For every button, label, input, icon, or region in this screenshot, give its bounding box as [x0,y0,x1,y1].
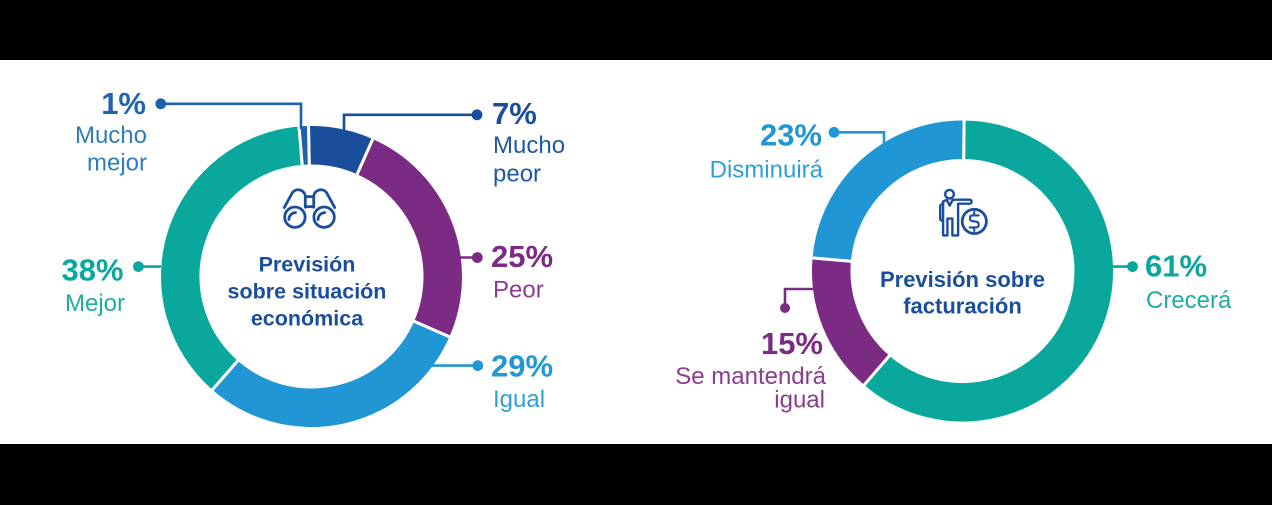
svg-text:15%: 15% [761,326,823,361]
svg-text:7%: 7% [492,96,537,131]
svg-text:29%: 29% [491,349,553,384]
svg-text:Igual: Igual [493,386,545,413]
svg-text:facturación: facturación [903,294,1022,319]
svg-text:61%: 61% [1145,249,1207,284]
svg-text:Crecerá: Crecerá [1146,287,1232,314]
svg-text:Mucho: Mucho [493,132,565,159]
svg-text:sobre situación: sobre situación [228,280,387,304]
svg-text:peor: peor [493,161,541,188]
svg-text:1%: 1% [101,86,146,121]
svg-text:Se mantendrá: Se mantendrá [675,363,826,390]
svg-text:Disminuirá: Disminuirá [710,157,824,184]
svg-text:38%: 38% [61,253,123,288]
svg-text:Mucho: Mucho [75,122,147,149]
svg-text:mejor: mejor [87,150,147,177]
svg-text:Peor: Peor [493,277,544,304]
svg-text:económica: económica [251,307,364,331]
svg-text:Previsión sobre: Previsión sobre [880,267,1045,292]
svg-text:23%: 23% [760,118,822,153]
svg-text:Previsión: Previsión [259,253,356,277]
svg-text:25%: 25% [491,239,553,274]
svg-text:Mejor: Mejor [65,290,125,317]
svg-text:igual: igual [774,387,825,414]
